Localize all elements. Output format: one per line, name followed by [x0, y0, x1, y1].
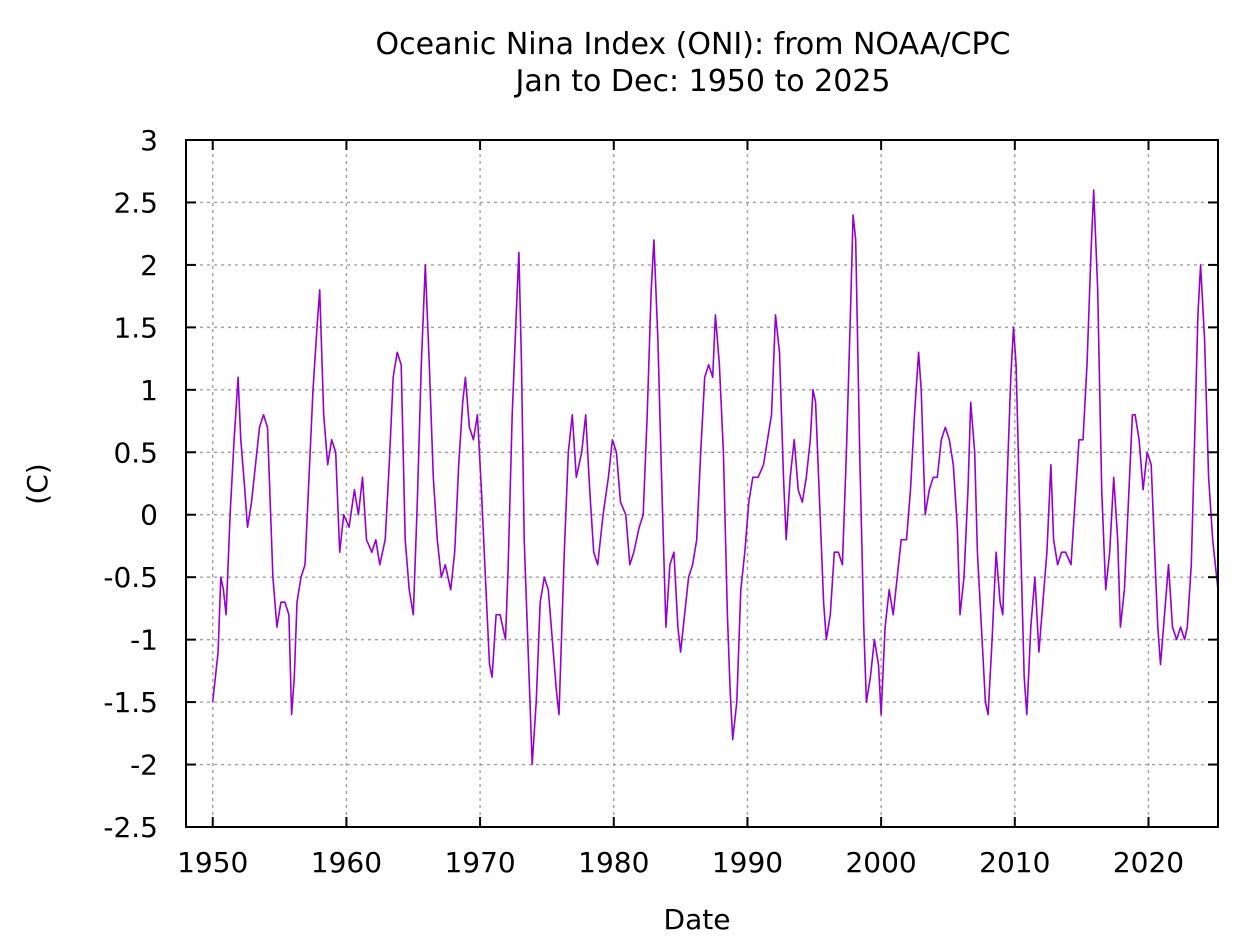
y-tick-label: -2.5: [103, 811, 158, 844]
series-layer: [211, 189, 1219, 766]
y-tick-labels: -2.5 -2 -1.5 -1 -0.5 0 0.5 1 1.5 2 2.5 3: [103, 124, 158, 844]
x-tick-label: 1970: [444, 846, 515, 879]
x-tick-label: 1950: [177, 846, 248, 879]
y-tick-label: 2.5: [113, 186, 158, 219]
x-tick-label: 2000: [845, 846, 916, 879]
x-tick-labels: 1950 1960 1970 1980 1990 2000 2010 2020: [177, 846, 1184, 879]
x-tick-label: 1990: [712, 846, 783, 879]
y-tick-label: -1: [130, 624, 158, 657]
plot-frame: [185, 139, 1219, 828]
chart-subtitle: Jan to Dec: 1950 to 2025: [513, 64, 890, 99]
y-tick-label: -0.5: [103, 561, 158, 594]
y-tick-label: -1.5: [103, 686, 158, 719]
y-tick-label: 3: [140, 124, 158, 157]
y-axis-title: (C): [21, 463, 54, 504]
y-tick-label: 2: [140, 249, 158, 282]
chart-title: Oceanic Nina Index (ONI): from NOAA/CPC: [376, 27, 1011, 62]
x-tick-label: 1980: [578, 846, 649, 879]
y-tick-label: 1.5: [113, 311, 158, 344]
x-tick-label: 2020: [1113, 846, 1184, 879]
y-tick-label: -2: [130, 749, 158, 782]
x-tick-label: 1960: [311, 846, 382, 879]
y-tick-label: 0: [140, 499, 158, 532]
y-tick-label: 0.5: [113, 436, 158, 469]
y-tick-label: 1: [140, 374, 158, 407]
x-tick-label: 2010: [979, 846, 1050, 879]
oni-series-line: [211, 189, 1219, 766]
axis-ticks: [186, 139, 1218, 828]
grid-lines: [186, 140, 1218, 827]
x-axis-title: Date: [664, 903, 731, 936]
